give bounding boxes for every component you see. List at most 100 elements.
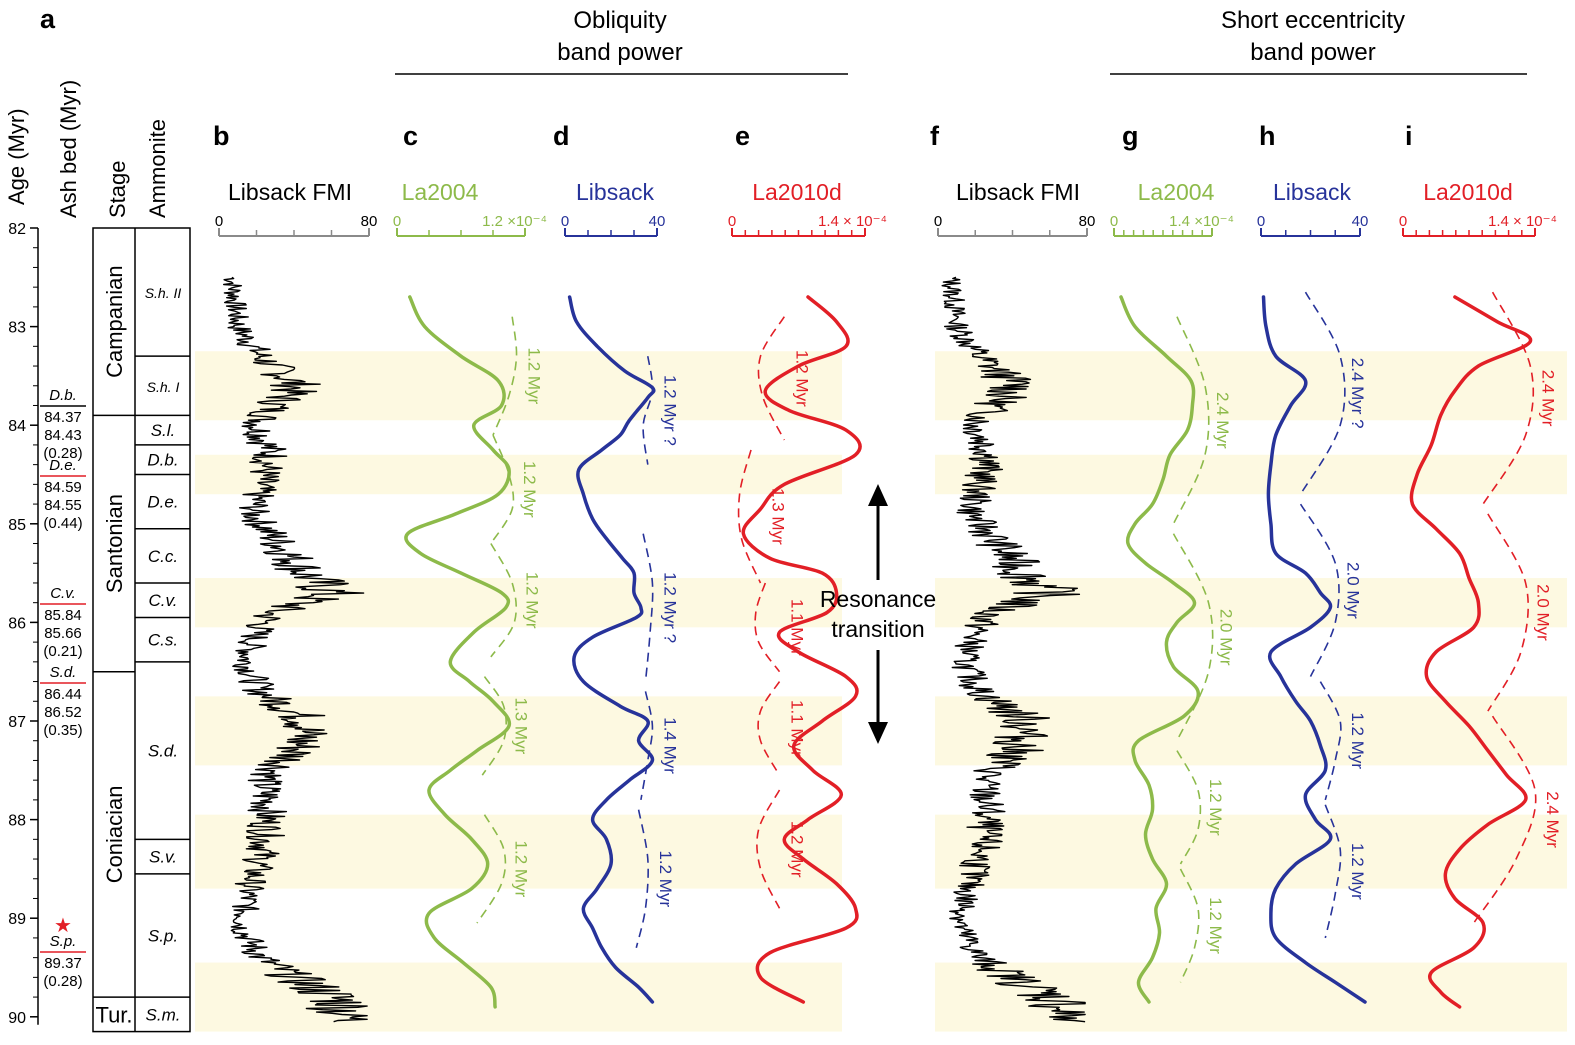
panel-b: Libsack FMI 0 80: [215, 179, 378, 1023]
resonance-annotation: Resonance transition: [820, 484, 936, 744]
panel-i-period-label: 2.4 Myr: [1543, 791, 1562, 848]
ammonite-label: S.h. I: [147, 379, 180, 395]
ammonite-label: D.e.: [147, 493, 178, 512]
ammonite-label: S.p.: [148, 926, 178, 945]
shade-band-right-3: [935, 696, 1567, 766]
panel-h: Libsack 0 40 2.4 Myr ? 2.0 Myr 1.2 Myr 1.2 Myr: [1257, 179, 1368, 1004]
ash-bed-value: (0.44): [43, 515, 82, 532]
panel-h-dashed-curve: [1299, 503, 1340, 677]
panel-i-tick-label: 1.4 × 10⁻⁴: [1488, 213, 1557, 230]
panel-c-dashed-curve: [481, 676, 508, 776]
eccentricity-header-line1: Short eccentricity: [1221, 7, 1405, 34]
strat-frame: [92, 227, 191, 1033]
panel-letter-h: h: [1259, 121, 1276, 151]
panel-h-series-line: [1261, 295, 1367, 1004]
panel-g-period-label: 2.4 Myr: [1213, 392, 1232, 449]
age-axis: 82 83 84 85 86 87 88 89 90: [8, 221, 39, 1027]
resonance-arrowhead-down: [868, 722, 888, 744]
panel-b-series-line: [222, 276, 368, 1023]
ammonite-column-header: Ammonite: [145, 119, 170, 218]
panel-e-tick-label: 1.4 × 10⁻⁴: [818, 213, 887, 230]
ash-bed-star-icon: ★: [54, 915, 72, 937]
panel-e-series-line: [741, 295, 862, 1004]
panel-c-period-label: 1.2 Myr: [525, 348, 544, 405]
panel-e-dashed-curve: [754, 582, 781, 673]
panel-f-title: Libsack FMI: [956, 179, 1080, 205]
panel-h-dashed-curve: [1324, 804, 1342, 939]
panel-e-dashed-curve: [737, 449, 762, 584]
panel-g-dashed-curve: [1172, 316, 1210, 525]
panel-e-dashed-curve: [757, 316, 786, 441]
shading-bands: [195, 351, 1567, 1032]
ash-bed-value: (0.28): [43, 445, 82, 462]
panel-f: Libsack FMI 0 80: [934, 179, 1095, 1023]
panel-e: La2010d 0 1.4 × 10⁻⁴ 1.2 Myr 1.3 Myr 1.1 Myr 1…: [728, 179, 887, 1004]
panel-letter-i: i: [1405, 121, 1413, 151]
ammonite-label: C.c.: [148, 547, 178, 566]
panel-i: La2010d 0 1.4 × 10⁻⁴ 2.4 Myr 2.0 Myr 2.4 Myr: [1399, 179, 1562, 1009]
panel-f-tick-label: 0: [934, 213, 942, 230]
panel-d-period-label: 1.2 Myr ?: [660, 375, 679, 446]
panel-i-dashed-curve: [1473, 715, 1537, 924]
panel-letter-a: a: [40, 4, 56, 34]
ash-bed-value: (0.21): [43, 643, 82, 660]
ash-bed-value: 84.37: [44, 409, 82, 426]
ash-bed-column: D.b.84.3784.43(0.28)D.e.84.5984.55(0.44)…: [40, 387, 86, 990]
panel-b-tick-label: 80: [361, 213, 378, 230]
panel-d-dashed-curve: [642, 356, 654, 465]
panel-g-dashed-curve: [1176, 750, 1202, 865]
panel-i-tick-label: 0: [1399, 213, 1407, 230]
panel-c-tick-label: 1.2 ×10⁻⁴: [482, 213, 547, 230]
shade-band-right-5: [935, 962, 1567, 1032]
ash-bed-value: (0.35): [43, 722, 82, 739]
panel-c-dashed-curve: [490, 434, 515, 544]
panel-i-dashed-curve: [1482, 291, 1535, 505]
panel-d-period-label: 1.4 Myr: [660, 717, 679, 774]
panel-i-period-label: 2.4 Myr: [1538, 370, 1557, 427]
stratigraphy-columns: Campanian Santonian Coniacian Tur. S.h. II S.…: [92, 227, 191, 1033]
ash-bed-value: (0.28): [43, 973, 82, 990]
age-tick-label: 88: [8, 813, 26, 830]
age-tick-label: 90: [8, 1010, 26, 1027]
panel-b-title: Libsack FMI: [228, 179, 352, 205]
panel-d-tick-label: 40: [649, 213, 666, 230]
panel-h-period-label: 1.2 Myr: [1348, 712, 1367, 769]
panel-d-title: Libsack: [576, 179, 654, 205]
shade-band-right-1: [935, 454, 1567, 495]
resonance-label-line1: Resonance: [820, 586, 936, 612]
panel-h-period-label: 2.0 Myr: [1343, 562, 1362, 619]
panel-e-period-label: 1.2 Myr: [792, 350, 811, 407]
panel-e-tick-label: 0: [728, 213, 736, 230]
panel-e-period-label: 1.2 Myr: [788, 821, 807, 878]
panel-d: Libsack 0 40 1.2 Myr ? 1.2 Myr ? 1.4 Myr 1.2 M…: [561, 179, 679, 1004]
panel-g: La2004 0 1.4 ×10⁻⁴ 2.4 Myr 2.0 Myr 1.2 Myr 1.2…: [1110, 179, 1236, 1004]
age-tick-label: 85: [8, 517, 26, 534]
age-tick-label: 82: [8, 221, 26, 238]
shade-band-left-4: [195, 814, 842, 889]
ash-bed-value: 85.66: [44, 625, 82, 642]
shade-band-right-4: [935, 814, 1567, 889]
panel-g-tick-label: 1.4 ×10⁻⁴: [1169, 213, 1234, 230]
panel-c-dashed-curve: [490, 543, 518, 658]
ash-bed-name: D.e.: [49, 457, 77, 474]
ash-bed-name: S.p.: [50, 933, 77, 950]
panel-h-dashed-curve: [1319, 681, 1342, 801]
age-column-header: Age (Myr): [4, 108, 29, 205]
resonance-label-line2: transition: [831, 616, 924, 642]
panel-b-tick-label: 0: [215, 213, 223, 230]
panel-e-period-label: 1.1 Myr: [788, 700, 807, 757]
panel-letter-f: f: [930, 121, 940, 151]
panel-c-period-label: 1.2 Myr: [512, 841, 531, 898]
age-tick-label: 84: [8, 418, 26, 435]
stage-column-header: Stage: [105, 161, 130, 219]
age-tick-label: 83: [8, 320, 26, 337]
panel-h-tick-label: 0: [1257, 213, 1265, 230]
obliquity-header-line1: Obliquity: [573, 7, 666, 34]
panel-i-title: La2010d: [1423, 179, 1513, 205]
ammonite-label: C.s.: [148, 631, 178, 650]
ammonite-label: S.v.: [149, 848, 177, 867]
panel-h-period-label: 1.2 Myr: [1348, 843, 1367, 900]
ammonite-label: S.l.: [151, 421, 176, 440]
